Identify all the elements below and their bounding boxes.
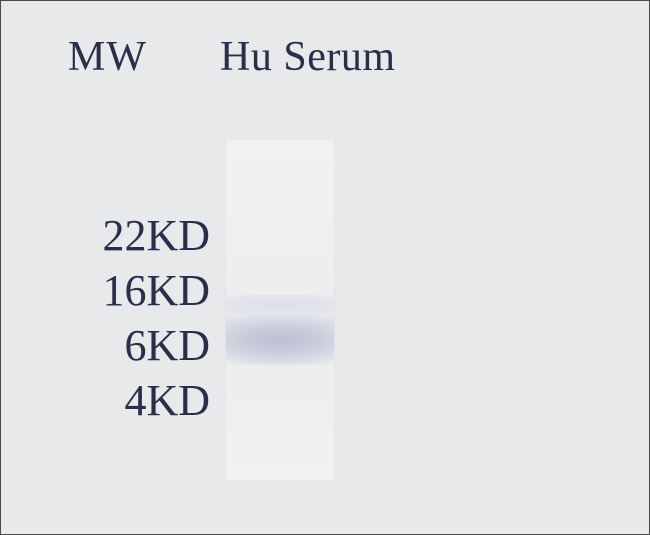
blot-figure: MW Hu Serum 22KD 16KD 6KD 4KD <box>0 0 650 535</box>
mw-marker-22kd: 22KD <box>102 210 210 261</box>
mw-column-header: MW <box>68 33 147 81</box>
band-main <box>226 315 334 365</box>
mw-marker-16kd: 16KD <box>102 265 210 316</box>
mw-marker-6kd: 6KD <box>124 320 210 371</box>
sample-lane-strip <box>225 140 335 480</box>
band-faint-upper <box>226 295 334 315</box>
sample-column-header: Hu Serum <box>220 33 396 81</box>
mw-marker-4kd: 4KD <box>124 375 210 426</box>
